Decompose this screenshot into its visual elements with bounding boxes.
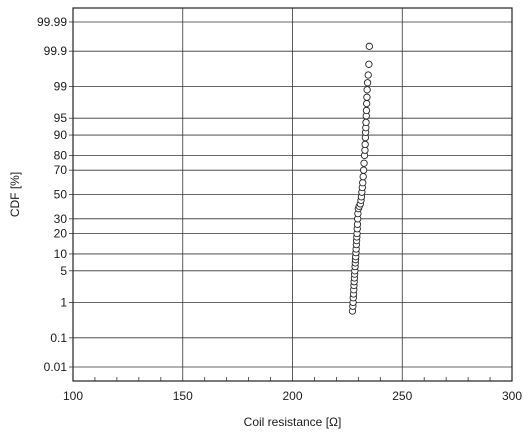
data-point (359, 172, 367, 181)
data-point (360, 159, 368, 167)
data-point (363, 99, 371, 108)
y-tick-label: 5 (60, 264, 67, 278)
y-tick-label: 99.99 (37, 15, 67, 29)
data-point (359, 179, 367, 187)
y-tick-label: 0.1 (50, 331, 67, 345)
data-point (361, 140, 369, 149)
y-tick-label: 95 (54, 111, 68, 125)
x-tick-label: 150 (173, 389, 193, 403)
y-tick-label: 0.01 (44, 360, 68, 374)
y-tick-label: 70 (54, 163, 68, 177)
grid-lines (73, 8, 512, 381)
x-axis-label: Coil resistance [Ω] (244, 415, 342, 429)
data-point (362, 118, 370, 127)
x-tick-label: 300 (502, 389, 522, 403)
y-tick-label: 50 (54, 188, 68, 202)
y-tick-label: 20 (54, 227, 68, 241)
data-point (365, 60, 373, 68)
x-tick-label: 250 (392, 389, 412, 403)
y-tick-label: 90 (54, 128, 68, 142)
y-tick-label: 30 (54, 212, 68, 226)
data-point (363, 86, 371, 94)
y-tick-label: 80 (54, 148, 68, 162)
y-tick-label: 99 (54, 80, 68, 94)
x-tick-label: 200 (282, 389, 302, 403)
data-point (365, 42, 373, 50)
x-axis: 100 150 200 250 300 (63, 377, 522, 403)
y-axis-label: CDF [%] (8, 172, 22, 217)
data-points (348, 42, 373, 315)
y-tick-label: 10 (54, 247, 68, 261)
data-point (363, 79, 372, 87)
data-point (362, 106, 371, 115)
x-tick-label: 100 (63, 389, 83, 403)
y-tick-label: 99.9 (44, 44, 68, 58)
data-point (359, 166, 368, 174)
data-point (364, 71, 372, 79)
data-point (363, 93, 371, 101)
y-tick-label: 1 (60, 295, 67, 309)
